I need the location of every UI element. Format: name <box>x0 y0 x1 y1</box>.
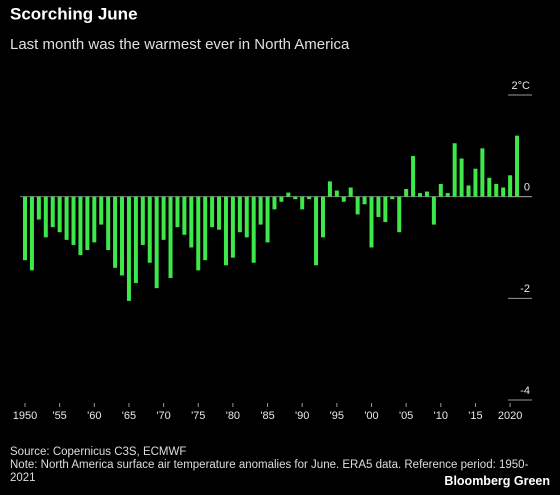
x-tick-label: '60 <box>87 410 101 422</box>
note: Note: North America surface air temperat… <box>10 459 529 484</box>
x-tick-label: '90 <box>295 410 309 422</box>
x-tick-label: '70 <box>156 410 170 422</box>
bar <box>196 196 201 271</box>
bar <box>515 135 520 197</box>
bar <box>168 196 173 278</box>
bar <box>424 191 429 197</box>
bar <box>57 196 62 233</box>
x-tick-label: '15 <box>468 410 482 422</box>
bar <box>418 193 423 197</box>
x-tick-label: '00 <box>364 410 378 422</box>
bar <box>466 185 471 197</box>
bar <box>286 192 291 197</box>
bar <box>314 196 319 266</box>
bar <box>78 196 83 256</box>
brand: Bloomberg Green <box>444 474 550 488</box>
x-tick-label: '10 <box>434 410 448 422</box>
bar <box>161 196 166 240</box>
bar <box>230 196 235 258</box>
bar <box>320 196 325 238</box>
bar <box>438 183 443 197</box>
x-tick-label: '05 <box>399 410 413 422</box>
x-tick-label: '65 <box>122 410 136 422</box>
bar <box>85 196 90 251</box>
bar <box>494 183 499 197</box>
bar <box>217 196 222 230</box>
bar <box>210 196 215 228</box>
bar <box>182 196 187 235</box>
bar <box>64 196 69 240</box>
y-tick-label: 0 <box>524 182 530 194</box>
y-tick-label: -2 <box>520 283 530 295</box>
bar <box>300 196 305 210</box>
bar <box>369 196 374 248</box>
bar <box>237 196 242 233</box>
bar <box>120 196 125 276</box>
x-tick-label: '55 <box>52 410 66 422</box>
bar <box>133 196 138 284</box>
bar <box>175 196 180 228</box>
bar <box>362 196 367 205</box>
bar <box>265 196 270 243</box>
bar <box>459 158 464 197</box>
bar <box>92 196 97 243</box>
bar <box>50 196 55 228</box>
bar <box>390 196 395 200</box>
chart-title: Scorching June <box>10 4 138 23</box>
x-tick-label: '85 <box>260 410 274 422</box>
y-tick-label: 2°C <box>512 80 531 92</box>
x-tick-label: '75 <box>191 410 205 422</box>
bar <box>334 190 339 197</box>
bar <box>154 196 159 289</box>
footer: Source: Copernicus C3S, ECMWF Note: Nort… <box>10 446 550 485</box>
bar <box>431 196 436 225</box>
bar <box>147 196 152 263</box>
bar <box>272 196 277 210</box>
bar <box>23 196 27 261</box>
x-tick-label: '95 <box>330 410 344 422</box>
bar <box>203 196 208 261</box>
source: Source: Copernicus C3S, ECMWF <box>10 446 187 458</box>
bar <box>99 196 104 225</box>
bar <box>411 155 416 197</box>
bar <box>244 196 249 238</box>
bar <box>140 196 145 245</box>
bar <box>279 196 284 202</box>
bar <box>223 196 228 266</box>
bar <box>376 196 381 217</box>
bar <box>445 193 450 197</box>
bar <box>327 181 332 197</box>
bar <box>383 196 388 223</box>
bar <box>113 196 118 268</box>
bar <box>251 196 256 263</box>
bar <box>106 196 111 251</box>
bar <box>29 196 34 271</box>
bar <box>404 189 409 197</box>
y-tick-label: -4 <box>520 385 530 397</box>
bar <box>126 196 131 301</box>
bar <box>307 196 312 200</box>
x-tick-label: '80 <box>226 410 240 422</box>
x-tick-label: 2020 <box>498 410 522 422</box>
bar <box>293 196 298 200</box>
bar <box>36 196 41 220</box>
chart-subtitle: Last month was the warmest ever in North… <box>10 36 350 53</box>
bar <box>501 187 506 197</box>
x-tick-label: 1950 <box>13 410 37 422</box>
bar <box>355 196 360 215</box>
bar <box>189 196 194 248</box>
bar <box>487 177 492 197</box>
bar <box>348 187 353 197</box>
bar <box>71 196 76 245</box>
bar <box>397 196 402 233</box>
bar <box>480 148 485 197</box>
bar <box>452 143 457 197</box>
bar <box>258 196 263 225</box>
bar <box>473 168 478 197</box>
bar <box>341 196 346 202</box>
bar <box>508 175 513 197</box>
bar <box>43 196 48 238</box>
